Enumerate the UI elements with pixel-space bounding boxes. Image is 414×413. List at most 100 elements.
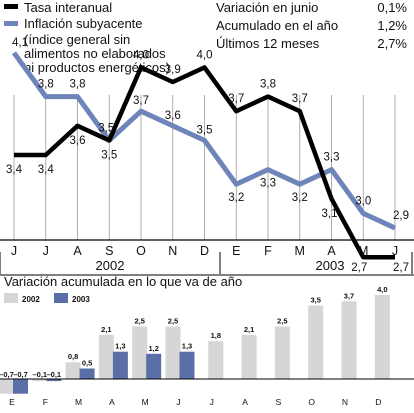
bar-label-2002: 3,5 [310,296,320,305]
month-tick-label: O [136,244,146,258]
legend-label-2002: 2002 [22,295,40,304]
tasa-data-label: 3,1 [322,208,338,220]
subyacente-data-label: 3,0 [355,195,371,207]
tasa-data-label: 3,9 [165,64,181,76]
tasa-data-label: 3,8 [260,79,276,91]
legend-note-line2: alimentos no elaborados [24,46,166,61]
bar-2003 [112,351,128,379]
bar-2002 [32,379,48,382]
month-tick-label: N [168,244,177,258]
stat-value-junio: 0,1% [377,0,407,15]
bar-label-2002: –0,1 [32,370,47,379]
month-tick-label: A [327,244,336,258]
stat-value-12meses: 2,7% [377,36,407,51]
bar-2002 [65,362,81,379]
bar-2002 [165,326,181,379]
tasa-data-label: 3,6 [70,135,86,147]
tasa-data-label: 3,4 [38,164,55,176]
bar-label-2003: –0,7 [13,370,28,379]
stat-label-12meses: Últimos 12 meses [216,36,320,51]
tasa-data-label: 4,0 [197,49,213,61]
legend-swatch-tasa [4,4,18,9]
month-tick-label: D [200,244,209,258]
month-tick-label: J [392,244,398,258]
bar-2003 [179,351,195,379]
subyacente-data-label: 3,5 [197,124,213,136]
bar-label-2003: –0,1 [46,370,61,379]
bar-2002 [132,326,148,379]
bar-label-2002: 3,7 [344,291,354,300]
bar-2003 [79,368,95,379]
month-tick-label: E [232,244,240,258]
stat-label-junio: Variación en junio [216,0,318,15]
month-tick-label: M [358,244,368,258]
bar-label-2002: 0,8 [68,352,78,361]
line-chart: 4,1 3,8 3,8 3,5 3,7 3,6 3,5 3,2 3,3 3,2 3,3 3,0 2,9 3… [0,37,414,276]
legend-note-line1: (índice general sin [24,32,130,47]
top-legend: Tasa interanual Inflación subyacente (ín… [4,0,170,75]
tasa-data-label: 3,7 [292,93,308,105]
tasa-data-label: 3,7 [228,93,244,105]
bar-chart: Variación acumulada en lo que va de año 2… [0,274,414,407]
bar-month-label: O [308,397,315,407]
subyacente-data-label: 2,9 [393,210,409,222]
subyacente-data-label: 3,3 [260,178,276,190]
month-tick-label: J [11,244,17,258]
subyacente-data-label: 3,8 [38,79,54,91]
bar-2002 [341,301,357,379]
bar-2003 [146,353,162,379]
bar-label-2002: 2,5 [277,317,287,326]
legend-note-line3: ni productos energéticos) [24,60,170,75]
legend-swatch-2003 [54,293,68,303]
tasa-data-label: 2,7 [393,262,409,274]
subyacente-data-label: 3,5 [98,122,114,134]
legend-label-2003: 2003 [72,295,90,304]
bar-month-label: A [109,397,115,407]
subyacente-data-label: 3,3 [324,152,340,164]
month-tick-label: M [295,244,305,258]
subyacente-data-label: 3,7 [133,95,149,107]
legend-swatch-2002 [4,293,18,303]
bar-chart-title: Variación acumulada en lo que va de año [4,274,242,289]
bar-label-2002: 2,1 [101,325,111,334]
subyacente-data-label: 3,6 [165,110,181,122]
subyacente-data-label: 4,1 [12,37,28,49]
legend-label-tasa: Tasa interanual [24,0,112,15]
legend-swatch-subyacente [4,21,18,26]
bar-2002 [98,334,114,379]
month-tick-label: S [105,244,113,258]
bar-label-2002: –0,7 [0,370,14,379]
bar-label-2002: 2,5 [168,317,178,326]
tasa-data-label: 2,7 [351,262,367,274]
month-tick-label: F [264,244,272,258]
bar-month-label: F [43,397,48,407]
stats-block: Variación en junio 0,1% Acumulado en el … [216,0,407,51]
bar-month-label: J [210,397,214,407]
bar-2002 [308,305,324,379]
tasa-data-label: 3,4 [6,164,23,176]
stat-label-acumulado: Acumulado en el año [216,18,338,33]
bar-label-2003: 0,5 [82,359,92,368]
bar-month-label: A [242,397,248,407]
bar-2003 [46,379,62,382]
bar-2002 [208,341,224,379]
year-label-2003: 2003 [316,258,345,273]
bar-label-2002: 1,8 [211,331,221,340]
bar-label-2003: 1,3 [182,342,192,351]
bar-2002 [241,334,257,379]
bar-label-2002: 2,5 [134,317,144,326]
month-tick-label: J [43,244,49,258]
tasa-data-label: 3,5 [101,149,117,161]
month-tick-label: A [73,244,82,258]
bar-label-2003: 1,3 [115,342,125,351]
bar-label-2002: 4,0 [377,285,387,294]
subyacente-data-label: 3,2 [292,192,308,204]
bar-2003 [13,379,28,394]
bar-label-2002: 2,1 [244,325,254,334]
legend-label-subyacente: Inflación subyacente [24,16,143,31]
bar-month-label: M [75,397,82,407]
bar-2002 [0,379,14,394]
bar-month-label: S [276,397,282,407]
subyacente-data-label: 3,2 [228,192,244,204]
